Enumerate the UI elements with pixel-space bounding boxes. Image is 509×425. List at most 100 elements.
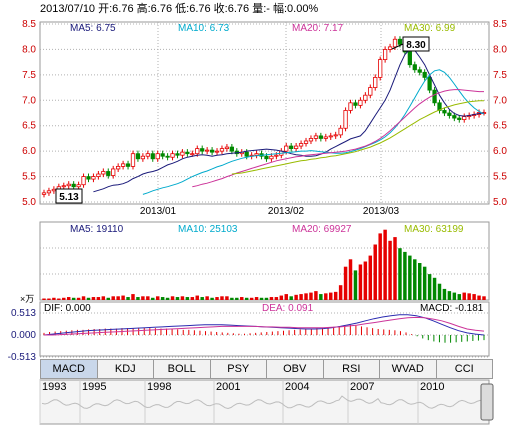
volume-bar <box>369 256 372 300</box>
candle-body <box>186 152 189 154</box>
price-x-tick: 2013/01 <box>140 206 177 217</box>
volume-bar <box>453 293 456 300</box>
max-annotation: 8.30 <box>406 40 426 51</box>
volume-bar <box>225 296 228 300</box>
volume-bar <box>62 298 65 300</box>
price-x-tick: 2013/03 <box>363 206 400 217</box>
volume-bar <box>433 278 436 300</box>
volume-bar <box>334 292 337 300</box>
volume-bar <box>146 296 149 300</box>
volume-bar <box>388 241 391 300</box>
tab-wvad[interactable]: WVAD <box>380 359 437 379</box>
volume-bar <box>141 296 144 300</box>
price-y-tick-left: 6.5 <box>22 121 36 132</box>
volume-bar <box>196 296 199 300</box>
volume-bar <box>230 298 233 300</box>
candle-body <box>334 135 337 136</box>
volume-legend-item: MA30: 63199 <box>404 224 464 235</box>
candle-body <box>171 154 174 158</box>
candle-body <box>448 113 451 116</box>
candle-body <box>294 146 297 149</box>
timeline-year-label: 2007 <box>350 381 374 393</box>
candle-body <box>82 177 85 185</box>
price-legend-item: MA20: 7.17 <box>292 23 344 34</box>
volume-bar <box>220 296 223 300</box>
volume-bar <box>314 291 317 300</box>
candle-body <box>116 166 119 169</box>
volume-bar <box>364 262 367 300</box>
volume-legend-item: MA10: 25103 <box>178 224 238 235</box>
candle-body <box>418 70 421 73</box>
volume-bar <box>166 298 169 300</box>
tab-psy[interactable]: PSY <box>211 359 268 379</box>
candle-body <box>354 103 357 106</box>
timeline-year-label: 2001 <box>216 381 240 393</box>
volume-bar <box>413 259 416 300</box>
candle-body <box>383 49 386 59</box>
tab-rsi[interactable]: RSI <box>324 359 381 379</box>
volume-bar <box>52 298 55 300</box>
candle-body <box>102 171 105 174</box>
volume-bar <box>309 293 312 300</box>
tab-kdj[interactable]: KDJ <box>98 359 155 379</box>
volume-bar <box>458 294 461 300</box>
candle-body <box>200 149 203 152</box>
price-y-tick-right: 6.0 <box>493 146 507 157</box>
volume-bar <box>443 289 446 300</box>
volume-bar <box>97 297 100 300</box>
timeline-range-handle <box>481 384 493 420</box>
candle-body <box>398 39 401 44</box>
candle-body <box>131 154 134 167</box>
volume-bar <box>205 296 208 300</box>
volume-bar <box>116 296 119 300</box>
timeline-year-label: 1998 <box>147 381 171 393</box>
candle-body <box>151 154 154 159</box>
volume-bar <box>438 284 441 300</box>
candle-body <box>136 154 139 159</box>
min-annotation: 5.13 <box>59 192 79 203</box>
volume-bar <box>299 294 302 300</box>
volume-bar <box>448 291 451 300</box>
price-y-tick-left: 7.5 <box>22 70 36 81</box>
volume-bar <box>428 274 431 300</box>
candle-body <box>378 60 381 78</box>
candle-body <box>67 184 70 186</box>
volume-bar <box>285 294 288 300</box>
candle-body <box>453 116 456 119</box>
volume-bar <box>408 256 411 300</box>
candle-body <box>111 169 114 176</box>
candle-body <box>359 100 362 105</box>
tab-obv[interactable]: OBV <box>267 359 324 379</box>
candle-body <box>374 77 377 87</box>
candle-body <box>275 155 278 156</box>
candle-body <box>121 164 124 167</box>
volume-bar <box>482 296 485 300</box>
candle-body <box>289 146 292 149</box>
volume-bar <box>349 259 352 300</box>
tab-macd[interactable]: MACD <box>40 359 98 379</box>
candle-body <box>462 117 465 120</box>
tab-boll[interactable]: BOLL <box>154 359 211 379</box>
volume-bar <box>250 298 253 300</box>
volume-bar <box>102 296 105 300</box>
volume-bar <box>255 297 258 300</box>
candle-body <box>319 136 322 139</box>
tab-cci[interactable]: CCI <box>437 359 494 379</box>
volume-bar <box>462 293 465 300</box>
candle-body <box>191 154 194 155</box>
volume-bar <box>131 294 134 300</box>
volume-bar <box>329 293 332 300</box>
volume-bar <box>319 294 322 300</box>
volume-bar <box>82 296 85 300</box>
volume-bar <box>200 297 203 300</box>
candle-body <box>304 141 307 144</box>
volume-bar <box>477 296 480 300</box>
macd-legend-item: DEA: 0.091 <box>262 303 314 314</box>
volume-bar <box>92 297 95 300</box>
candle-body <box>146 154 149 157</box>
candle-body <box>388 47 391 50</box>
candle-body <box>270 156 273 159</box>
volume-legend-item: MA20: 69927 <box>292 224 352 235</box>
price-y-tick-right: 8.0 <box>493 44 507 55</box>
